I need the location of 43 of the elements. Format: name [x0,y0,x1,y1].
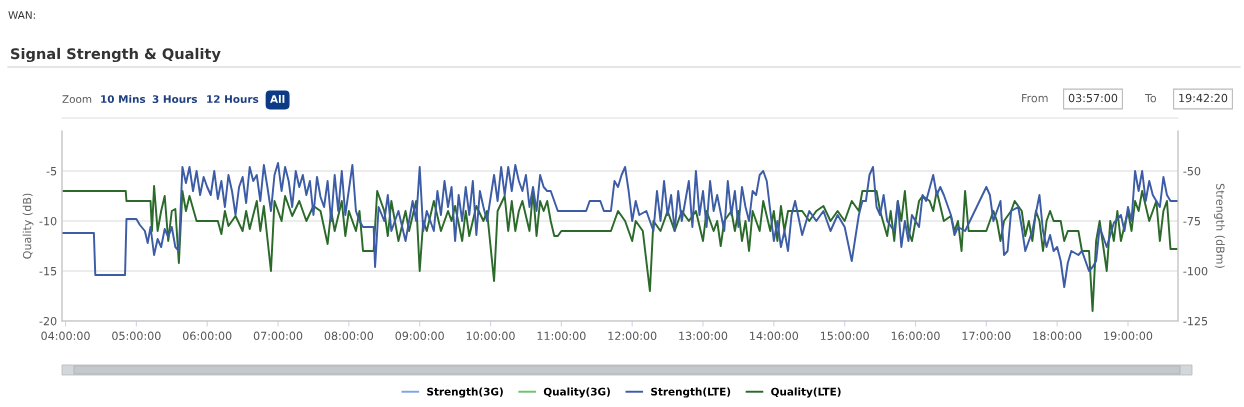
y-tick-label: -5 [46,167,57,176]
legend-label: Strength(LTE) [651,387,731,398]
text: 03:57:00 [1068,93,1118,103]
legend-label: Strength(3G) [427,387,503,398]
y-tick-label: -15 [39,267,57,276]
x-tick-label: 09:00:00 [395,331,444,341]
line-series [62,185,1178,312]
x-tick-label: 16:00:00 [891,331,940,341]
x-tick-label: 08:00:00 [324,331,374,341]
y2-axis-title: Strength (dBm) [1213,183,1225,268]
text: From [1022,93,1048,103]
text: 19:42:20 [1179,93,1228,103]
x-tick-label: 04:00:00 [41,331,90,341]
x-tick-label: 06:00:00 [182,331,232,341]
x-tick-label: 07:00:00 [253,331,303,341]
x-tick-label: 13:00:00 [679,331,728,341]
x-tick-label: 19:00:00 [1104,331,1153,341]
text: 12 Hours [207,95,259,104]
x-tick-label: 15:00:00 [820,331,869,341]
y-tick-label: -10 [39,216,57,226]
x-tick-label: 10:00:00 [466,331,515,341]
chart-title: Signal Strength & Quality [11,47,221,63]
y2-tick-label: -50 [1183,166,1201,176]
text: All [270,94,285,103]
x-tick-label: 17:00:00 [962,331,1011,341]
text: WAN: [8,11,35,19]
text: Zoom [62,95,92,104]
legend-label: Quality(LTE) [771,387,841,398]
x-tick-label: 11:00:00 [537,331,586,341]
text: To [1144,93,1157,103]
y-axis-title: Quality (dB) [22,193,34,259]
text: 3 Hours [152,95,198,104]
y2-tick-label: -75 [1183,217,1201,226]
x-tick-label: 14:00:00 [750,331,799,341]
text: 10 Mins [101,94,146,104]
x-tick-label: 05:00:00 [112,331,161,341]
y-tick-label: -20 [39,316,57,326]
x-tick-label: 18:00:00 [1033,331,1082,341]
y2-tick-label: -100 [1183,266,1208,276]
y2-tick-label: -125 [1183,316,1208,326]
line-series [62,162,1178,288]
x-tick-label: 12:00:00 [608,331,657,341]
legend-label: Quality(3G) [543,387,610,398]
